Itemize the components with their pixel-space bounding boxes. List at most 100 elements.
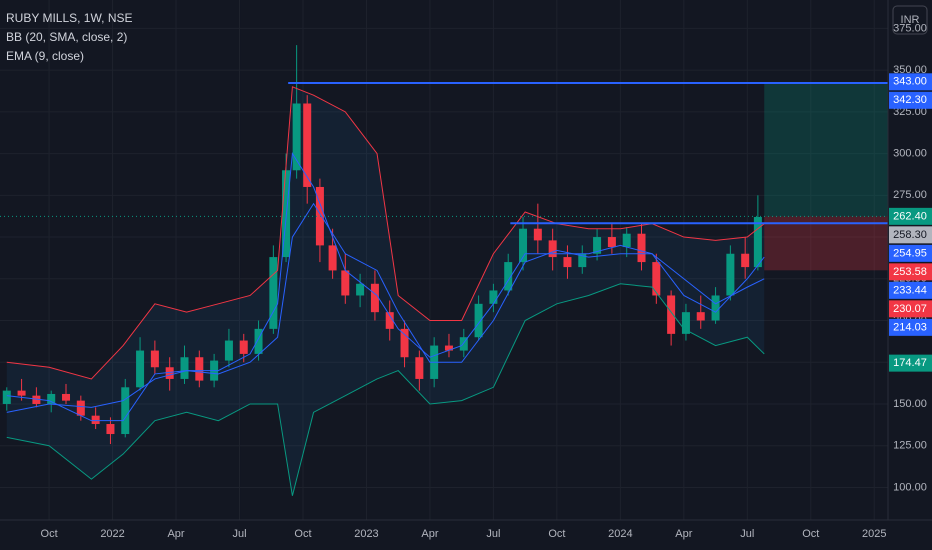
price-label: 230.07 [893,303,927,315]
band-fill [6,86,765,496]
y-tick-label: 275.00 [893,189,927,201]
candle-body [548,240,557,258]
candle-body [593,237,602,254]
indicator-line [6,86,765,380]
x-tick-label: 2024 [608,528,632,540]
price-label: 254.95 [893,247,927,259]
candle-body [681,312,690,334]
candle-body [370,283,379,313]
candle-body [341,270,350,296]
grid [0,0,888,520]
indicator-line [6,283,765,496]
x-tick-label: Oct [548,528,565,540]
price-label: 174.47 [893,357,927,369]
candle-body [741,253,750,268]
price-label: 342.30 [893,94,927,106]
price-label: 258.30 [893,229,927,241]
candle-body [76,400,85,416]
candle-body [489,290,498,304]
price-label-bg [889,73,932,91]
candle-body [444,345,453,351]
candle-body [180,357,189,379]
candle-body [415,357,424,379]
candle-body [2,390,11,404]
candle-body [224,340,233,361]
y-tick-label: 375.00 [893,22,927,34]
candle-body [47,393,56,404]
x-tick-label: Oct [294,528,311,540]
x-tick-label: Apr [675,528,692,540]
candle-body [150,350,159,368]
candle-body [91,415,100,425]
target-zone [764,82,888,217]
candle-body [254,328,263,354]
candle-body [315,186,324,246]
candle-body [356,283,365,296]
candle-body [269,257,278,329]
candle-body [121,387,130,435]
x-tick-label: Jul [232,528,246,540]
candle-body [62,393,71,401]
candle-body [474,303,483,338]
candle-body [195,357,204,381]
y-tick-label: 350.00 [893,64,927,76]
candle-body [652,262,661,296]
candle-body [578,253,587,268]
candle-body [459,337,468,351]
candle-body [239,340,248,354]
stop-zone [764,216,888,271]
price-label: 262.40 [893,210,927,222]
currency-button[interactable] [892,5,928,35]
candle-body [711,295,720,321]
candle-body [667,295,676,334]
candle-body [303,103,312,187]
candle-body [622,233,631,248]
candle-body [17,390,26,396]
candle-body [637,233,646,263]
candle-body [32,395,41,404]
candle-body [519,228,528,263]
price-label-bg [889,318,932,336]
candle-body [696,312,705,321]
candle-body [504,262,513,291]
candle-body [328,245,337,271]
candle-body [726,253,735,296]
chart-title: RUBY MILLS, 1W, NSE [6,11,133,25]
x-tick-label: Jul [740,528,754,540]
y-tick-label: 125.00 [893,440,927,452]
candle-body [607,237,616,248]
indicator-line [6,152,765,422]
candle-body [400,328,409,358]
price-label: 233.44 [893,284,927,296]
x-tick-label: Oct [41,528,58,540]
x-tick-label: 2022 [100,528,124,540]
indicator-label: BB (20, SMA, close, 2) [6,30,127,44]
price-label-bg [889,354,932,372]
price-label-bg [889,281,932,299]
price-axis: 100.00125.00150.00175.00200.00225.00250.… [41,22,932,540]
candle-body [165,367,174,379]
indicator-label: EMA (9, close) [6,49,84,63]
indicator-line [6,202,765,413]
price-label-bg [889,91,932,109]
price-label-bg [889,244,932,262]
y-tick-label: 150.00 [893,398,927,410]
price-label: 253.58 [893,266,927,278]
price-label: 214.03 [893,321,927,333]
candle-body [563,257,572,268]
x-tick-label: Apr [167,528,184,540]
candle-body [753,217,762,268]
candle-body [385,312,394,329]
x-tick-label: Oct [802,528,819,540]
candle-body [292,103,301,171]
price-label-bg [889,207,932,225]
candle-body [136,350,145,388]
y-tick-label: 100.00 [893,481,927,493]
candle-body [533,228,542,241]
price-label-bg [889,300,932,318]
x-tick-label: 2023 [354,528,378,540]
x-tick-label: Apr [421,528,438,540]
currency-label[interactable]: INR [901,14,920,26]
plot [0,45,888,496]
